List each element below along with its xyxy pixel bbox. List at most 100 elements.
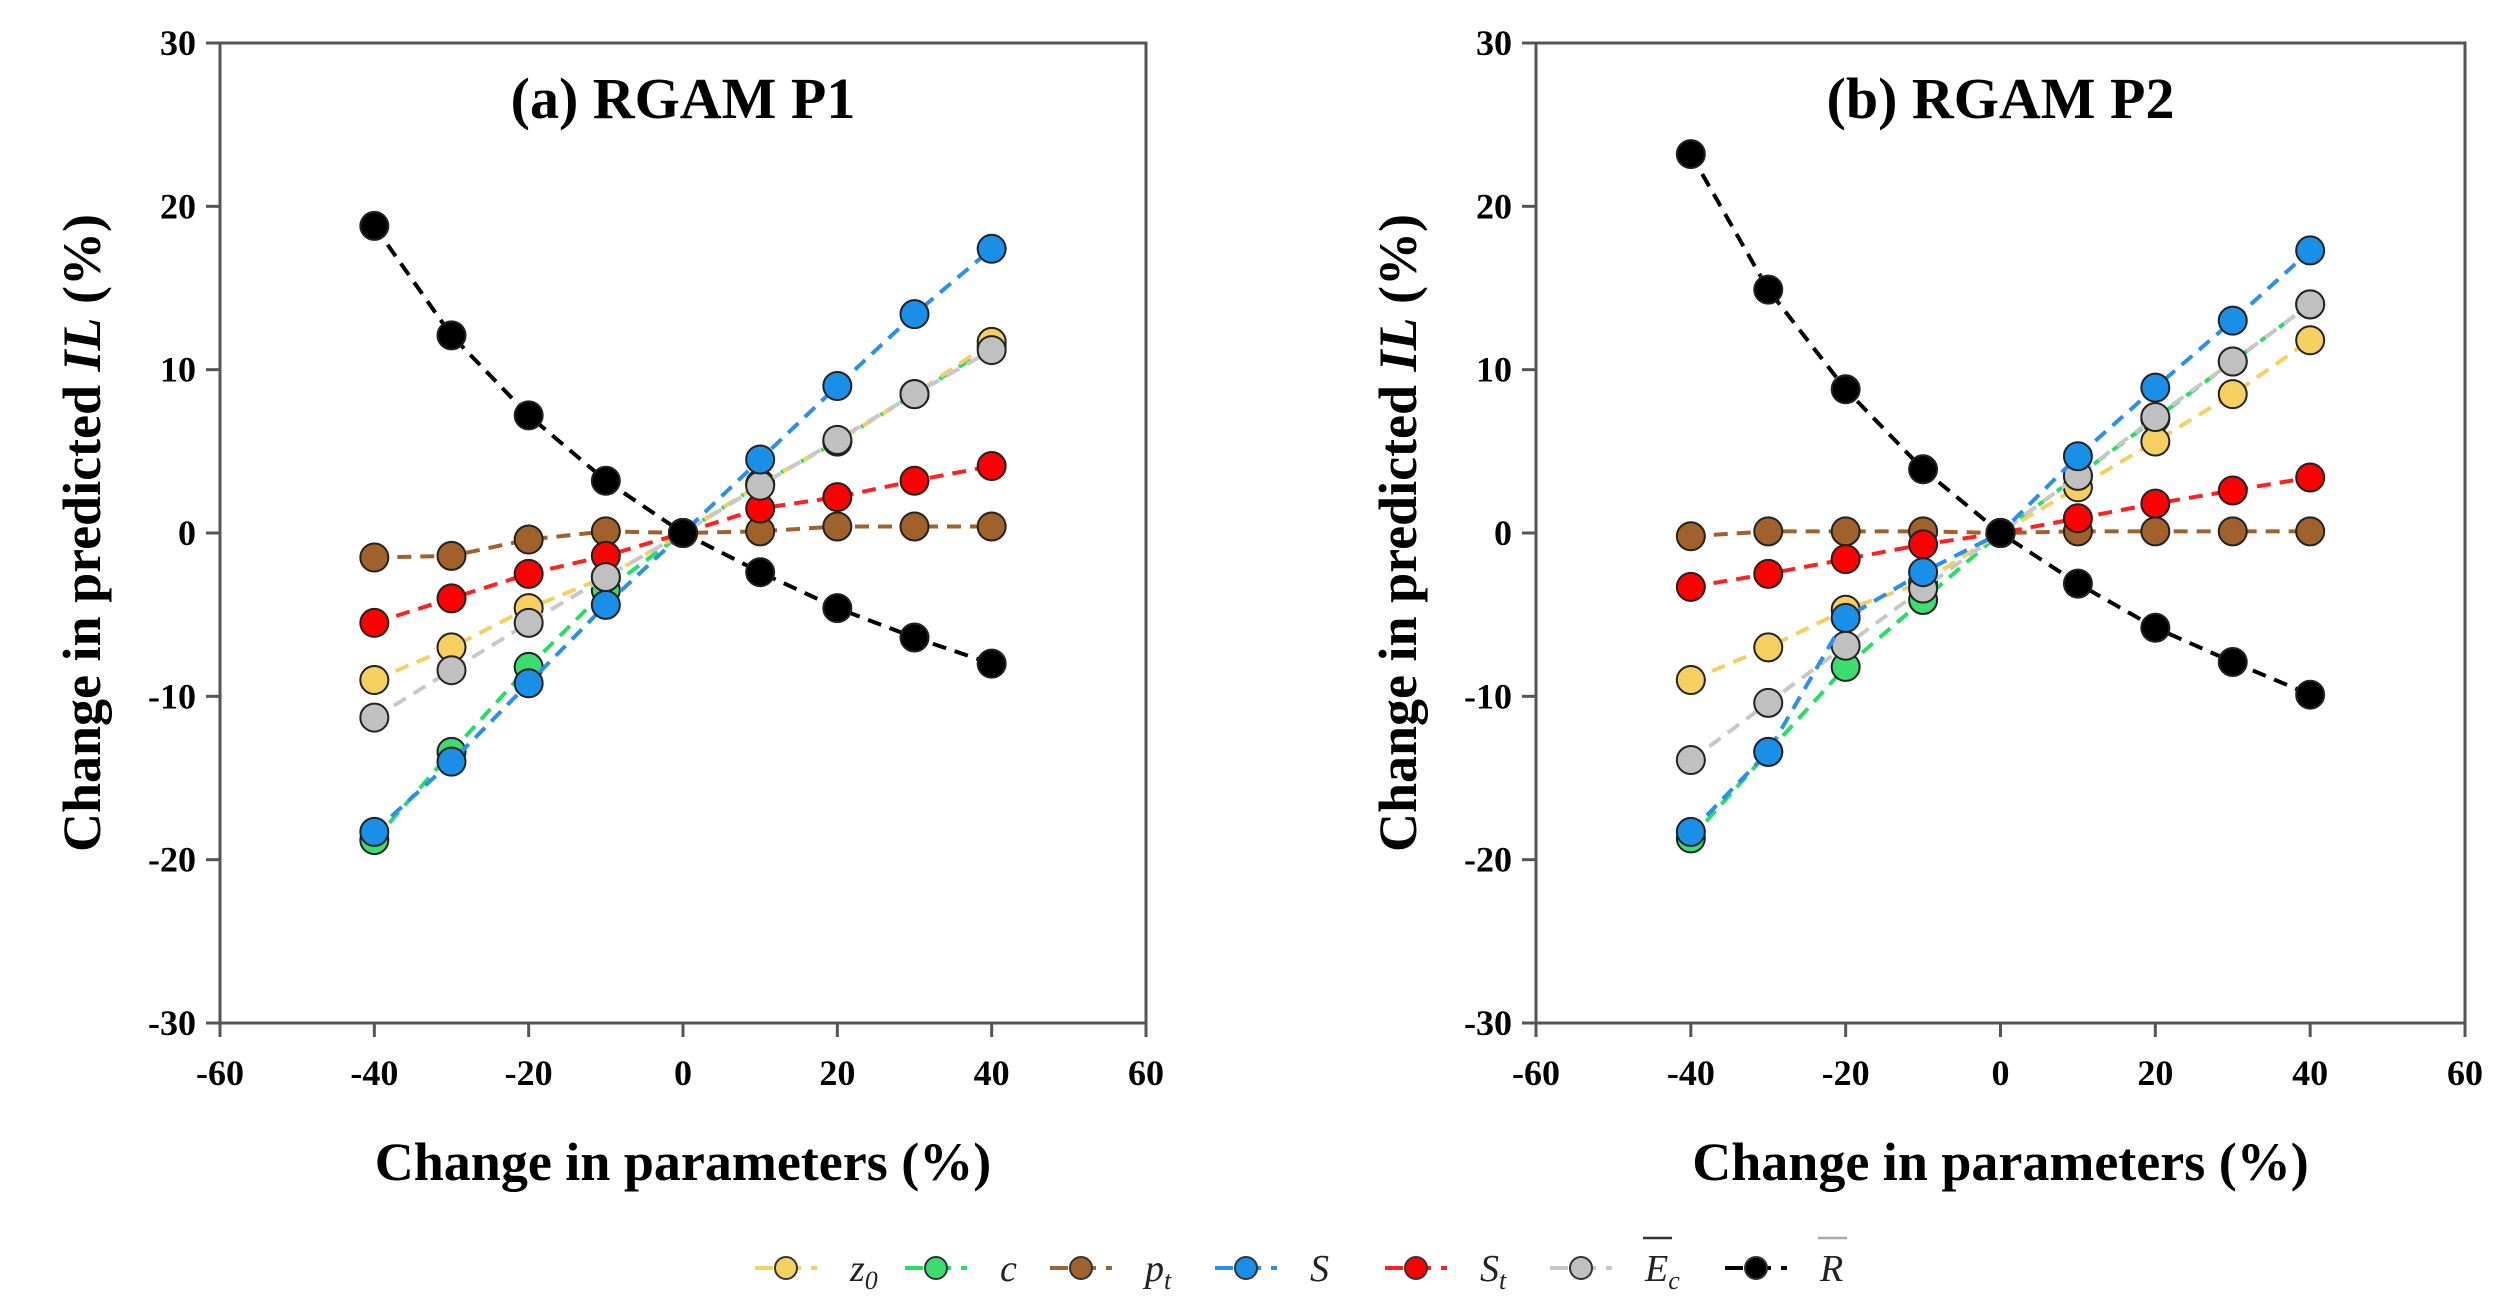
data-point-pt [976,511,1007,542]
legend-label: Ec [1644,1248,1680,1295]
legend-label: z0 [849,1248,878,1295]
series-R [1675,139,2326,710]
x-tick-label: 20 [2137,1053,2173,1093]
data-point-Ec [745,470,776,501]
legend-subscript: 0 [865,1266,878,1295]
data-point-R [513,400,544,431]
data-point-Ec [1830,630,1861,661]
data-point-Ec [1675,745,1706,776]
y-tick-label: -20 [1464,840,1512,880]
y-tick-label: 0 [178,513,196,553]
legend-marker [1234,1256,1258,1280]
data-point-R [359,210,390,241]
x-tick-label: -40 [350,1053,398,1093]
legend-label: R [1819,1248,1843,1290]
legend-item-pt: pt [1050,1248,1172,1295]
x-tick-label: 40 [974,1053,1010,1093]
series-St [359,451,1007,638]
data-point-S [2062,441,2093,472]
data-point-z0 [2295,325,2326,356]
series-z0 [1675,325,2326,695]
legend-symbol: R [1819,1248,1843,1290]
legend-marker [1404,1256,1428,1280]
legend-subscript: t [1164,1266,1172,1295]
data-point-R [1908,454,1939,485]
data-point-St [822,482,853,513]
data-point-Ec [436,655,467,686]
data-point-pt [822,511,853,542]
data-point-St [1675,571,1706,602]
data-point-S [513,668,544,699]
y-tick-label: -10 [1464,676,1512,716]
data-point-R [2217,647,2248,678]
data-point-Ec [590,562,621,593]
legend-symbol: c [1000,1248,1017,1290]
legend-symbol: p [1142,1248,1164,1290]
data-point-S [359,816,390,847]
data-point-pt [359,542,390,573]
data-point-S [2140,372,2171,403]
legend-marker [1744,1256,1768,1280]
legend-item-c: c [905,1248,1017,1290]
data-point-St [2140,488,2171,519]
y-axis-title: Change in predicted IL (%) [52,214,112,852]
y-tick-label: -30 [1464,1003,1512,1043]
data-point-St [2217,475,2248,506]
legend-item-Ec: Ec [1550,1236,1680,1295]
data-point-St [359,607,390,638]
series-line-S [372,247,993,834]
data-point-R [2140,612,2171,643]
data-point-St [2295,462,2326,493]
y-tick-label: 30 [1476,23,1512,63]
data-point-St [899,465,930,496]
series-S [359,233,1007,847]
data-point-St [436,583,467,614]
y-axis-title-part: Change in predicted [52,371,112,852]
data-point-St [2062,503,2093,534]
y-tick-label: 10 [160,350,196,390]
x-tick-label: 60 [1128,1053,1164,1093]
x-tick-label: -60 [1512,1053,1560,1093]
data-point-St [1830,544,1861,575]
data-point-z0 [1675,665,1706,695]
data-point-R [899,622,930,653]
data-point-pt [436,540,467,571]
data-point-R [822,593,853,624]
data-point-S [745,444,776,475]
x-tick-label: 20 [819,1053,855,1093]
series-line-Ec [373,348,993,720]
legend-subscript: c [1668,1266,1680,1295]
legend-label: c [1000,1248,1017,1290]
series-line-St [1690,475,2311,589]
y-axis-title-part: Change in predicted [1368,371,1428,852]
y-tick-label: 20 [1476,186,1512,226]
legend-marker [1069,1256,1093,1280]
chart-title: (a) RGAM P1 [511,66,856,131]
x-tick-label: 0 [1992,1053,2010,1093]
data-point-Ec [899,379,930,410]
series-line-R [372,224,993,666]
x-tick-label: -60 [196,1053,244,1093]
data-point-Ec [822,424,853,455]
data-point-S [1830,602,1861,633]
legend-label: pt [1142,1248,1172,1295]
x-tick-label: 40 [2292,1053,2328,1093]
data-point-R [1675,139,1706,170]
series-line-Ec [1689,302,2312,762]
x-axis-title: Change in parameters (%) [1692,1132,2308,1192]
data-point-R [2062,568,2093,599]
data-point-pt [2140,516,2171,547]
data-point-S [899,299,930,330]
y-tick-label: -30 [148,1003,196,1043]
data-point-z0 [2217,379,2248,410]
data-point-pt [899,511,930,542]
y-tick-label: 30 [160,23,196,63]
data-point-pt [513,524,544,555]
data-point-Ec [2295,289,2326,320]
data-point-Ec [1753,687,1784,718]
series-line-c [1689,302,2312,840]
data-point-St [1908,529,1939,560]
data-point-Ec [359,702,390,733]
data-point-S [1675,816,1706,847]
